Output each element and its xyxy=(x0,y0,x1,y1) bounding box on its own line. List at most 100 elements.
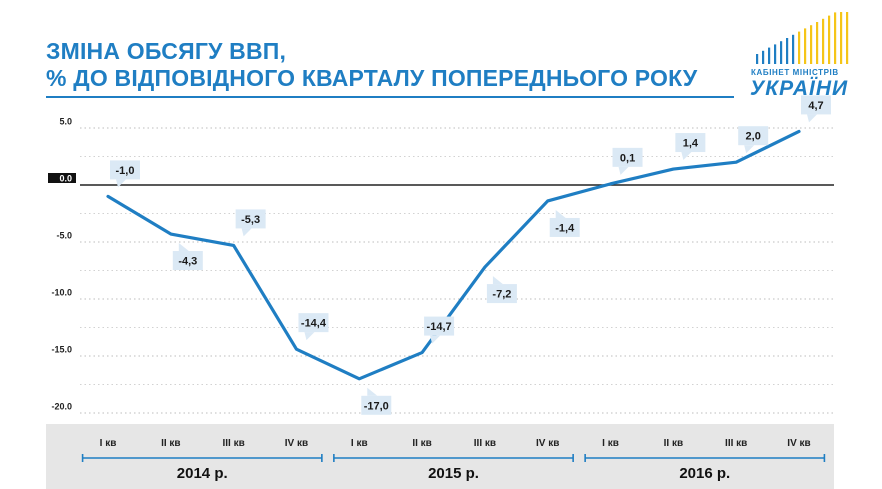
y-tick-label: 5.0 xyxy=(59,117,72,127)
title-underline xyxy=(46,96,734,98)
data-label-box xyxy=(110,160,140,180)
data-label-text: -14,7 xyxy=(427,321,452,333)
year-group: 2015 р. xyxy=(333,454,574,482)
x-tick-label: II кв xyxy=(412,438,432,449)
logo-bar xyxy=(816,22,819,64)
x-tick-label: III кв xyxy=(725,438,747,449)
x-axis-band xyxy=(46,424,834,489)
year-group: 2016 р. xyxy=(584,454,826,482)
x-tick-label: III кв xyxy=(474,438,496,449)
title-line-1: ЗМІНА ОБСЯГУ ВВП, xyxy=(46,38,287,64)
x-tick-labels: I кв II кв III кв IV кв I кв II кв III кв IV кв… xyxy=(100,438,811,449)
data-label: 4,7 xyxy=(801,95,831,123)
data-label-box xyxy=(298,313,329,333)
zero-tick-bg xyxy=(48,173,76,183)
y-tick-labels: 5.0 0.0 -5.0 -10.0 -15.0 -20.0 xyxy=(48,117,76,412)
data-label: -1,0 xyxy=(110,160,140,188)
x-tick-label: I кв xyxy=(100,438,117,449)
data-label: -1,4 xyxy=(549,209,580,237)
logo-bar xyxy=(822,18,825,64)
logo-bar xyxy=(774,44,777,64)
data-label-box xyxy=(486,284,517,304)
data-label-pointer xyxy=(178,243,189,252)
data-label-box xyxy=(612,147,643,167)
logo-bar xyxy=(768,47,771,64)
logo-bar xyxy=(792,34,795,64)
series-line xyxy=(106,129,801,381)
logo-bar xyxy=(804,28,807,64)
y-tick-label: -5.0 xyxy=(56,231,72,241)
data-label-text: 1,4 xyxy=(683,138,699,150)
data-label-text: -7,2 xyxy=(492,289,511,301)
chart-title: ЗМІНА ОБСЯГУ ВВП, % ДО ВІДПОВІДНОГО КВАР… xyxy=(46,38,697,92)
data-label-box xyxy=(738,126,769,146)
data-label-pointer xyxy=(430,335,441,344)
data-label-text: -17,0 xyxy=(364,400,389,412)
data-label-pointer xyxy=(367,387,378,396)
data-label-box xyxy=(675,133,706,153)
cabinet-logo-icon xyxy=(756,12,849,65)
x-tick-label: II кв xyxy=(161,438,181,449)
data-label-box xyxy=(424,316,455,336)
data-label: -4,3 xyxy=(172,243,203,271)
x-tick-label: III кв xyxy=(223,438,245,449)
logo-bar xyxy=(798,31,801,65)
data-label-pointer xyxy=(116,179,126,188)
data-label: -7,2 xyxy=(486,276,517,304)
y-tick-label: -15.0 xyxy=(51,345,72,355)
data-label-box xyxy=(801,95,831,115)
year-label: 2015 р. xyxy=(428,465,479,482)
data-label-pointer xyxy=(241,228,252,237)
data-label-text: -4,3 xyxy=(178,256,197,268)
data-label-pointer xyxy=(304,332,315,341)
title-line-2: % ДО ВІДПОВІДНОГО КВАРТАЛУ ПОПЕРЕДНЬОГО … xyxy=(46,65,698,91)
logo-bar xyxy=(810,25,813,64)
data-label-text: -1,0 xyxy=(116,165,135,177)
data-label-box xyxy=(235,209,266,229)
data-label-text: -5,3 xyxy=(241,214,260,226)
data-label-text: -14,4 xyxy=(301,318,327,330)
data-labels: -1,0 -4,3 -5,3 -14,4 -17,0 -14,7 -7,2 -1,4 0,1 1,… xyxy=(110,95,831,415)
year-label: 2016 р. xyxy=(679,465,730,482)
logo-text-line1: КАБІНЕТ МІНІСТРІВ xyxy=(751,68,839,77)
data-label: 0,1 xyxy=(612,147,643,175)
x-tick-label: I кв xyxy=(351,438,368,449)
series-path xyxy=(106,129,801,381)
data-label-pointer xyxy=(555,209,566,218)
year-group: 2014 р. xyxy=(81,454,323,482)
year-groups: 2014 р. 2015 р. 2016 р. xyxy=(81,454,826,482)
x-tick-label: II кв xyxy=(664,438,684,449)
data-label-pointer xyxy=(492,276,503,285)
data-label-pointer xyxy=(618,166,629,175)
data-label: -14,7 xyxy=(424,316,455,344)
year-label: 2014 р. xyxy=(177,465,228,482)
logo-bar xyxy=(846,12,849,64)
x-tick-label: IV кв xyxy=(787,438,810,449)
logo-bar xyxy=(840,12,843,64)
x-tick-label: I кв xyxy=(602,438,619,449)
logo-bar xyxy=(756,54,759,64)
data-label: 1,4 xyxy=(675,133,706,161)
data-label-pointer xyxy=(807,114,817,123)
logo-bar xyxy=(780,41,783,64)
x-tick-label: IV кв xyxy=(536,438,559,449)
data-label: -17,0 xyxy=(361,387,392,415)
data-label-text: 0,1 xyxy=(620,152,635,164)
y-tick-label: 0.0 xyxy=(59,174,72,184)
logo-text-line2: УКРАЇНИ xyxy=(750,77,849,100)
data-label-text: 4,7 xyxy=(808,100,823,112)
data-label-pointer xyxy=(681,152,692,161)
y-tick-label: -10.0 xyxy=(51,288,72,298)
data-label: -5,3 xyxy=(235,209,266,237)
logo-bar xyxy=(828,15,831,65)
x-tick-label: IV кв xyxy=(285,438,308,449)
data-label-box xyxy=(361,395,392,415)
y-tick-label: -20.0 xyxy=(51,402,72,412)
logo-bar xyxy=(834,12,837,64)
data-label-text: -1,4 xyxy=(555,222,575,234)
data-label-text: 2,0 xyxy=(746,131,761,143)
data-label: 2,0 xyxy=(738,126,769,154)
logo-bar xyxy=(786,38,789,64)
